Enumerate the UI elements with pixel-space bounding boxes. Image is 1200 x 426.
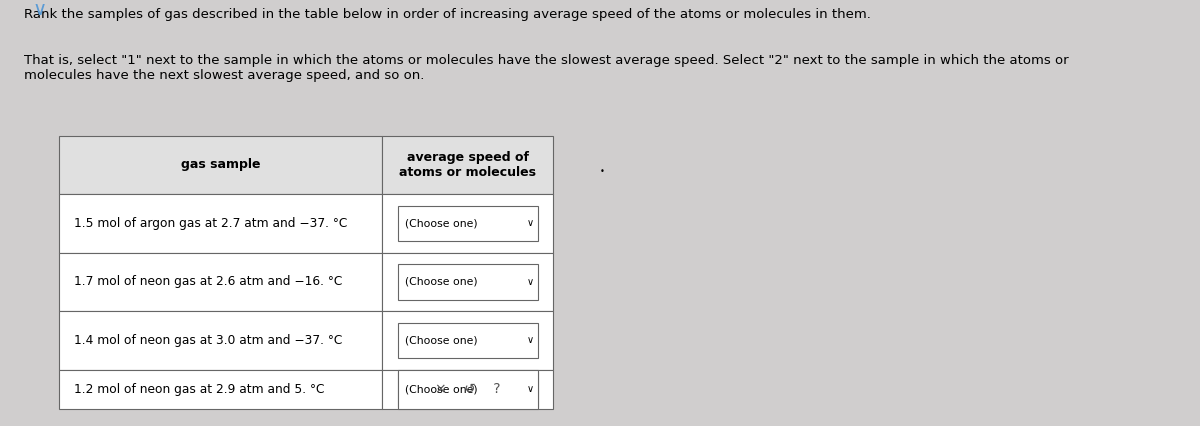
Text: 1.5 mol of argon gas at 2.7 atm and −37. °C: 1.5 mol of argon gas at 2.7 atm and −37.…	[74, 217, 348, 230]
Bar	[397, 322, 538, 358]
Text: (Choose one): (Choose one)	[404, 335, 478, 345]
Bar	[383, 253, 553, 311]
Bar	[59, 311, 383, 369]
Text: 1.7 mol of neon gas at 2.6 atm and −16. °C: 1.7 mol of neon gas at 2.6 atm and −16. …	[74, 275, 343, 288]
Text: •: •	[600, 167, 605, 176]
Bar	[59, 194, 383, 253]
Text: (Choose one): (Choose one)	[404, 219, 478, 228]
Bar	[383, 311, 553, 369]
Bar	[59, 253, 383, 311]
Bar	[383, 194, 553, 253]
Text: (Choose one): (Choose one)	[404, 277, 478, 287]
Text: average speed of
atoms or molecules: average speed of atoms or molecules	[400, 151, 536, 179]
Text: ∨: ∨	[527, 384, 534, 394]
Text: Rank the samples of gas described in the table below in order of increasing aver: Rank the samples of gas described in the…	[24, 9, 871, 21]
Text: ∨: ∨	[527, 277, 534, 287]
Text: ∨: ∨	[527, 335, 534, 345]
Text: gas sample: gas sample	[181, 158, 260, 172]
Bar	[397, 264, 538, 299]
Text: ∨: ∨	[527, 219, 534, 228]
Text: ×    ↺    ?: × ↺ ?	[434, 383, 500, 396]
Bar	[59, 369, 383, 409]
Bar	[383, 369, 553, 409]
Text: 1.4 mol of neon gas at 3.0 atm and −37. °C: 1.4 mol of neon gas at 3.0 atm and −37. …	[74, 334, 343, 347]
Text: 1.2 mol of neon gas at 2.9 atm and 5. °C: 1.2 mol of neon gas at 2.9 atm and 5. °C	[74, 383, 325, 396]
Bar	[59, 136, 383, 194]
Text: That is, select "1" next to the sample in which the atoms or molecules have the : That is, select "1" next to the sample i…	[24, 55, 1068, 82]
Bar	[383, 136, 553, 194]
Bar	[397, 369, 538, 409]
Text: (Choose one): (Choose one)	[404, 384, 478, 394]
Text: ∨: ∨	[32, 0, 47, 19]
Bar	[397, 371, 538, 407]
Bar	[397, 206, 538, 241]
